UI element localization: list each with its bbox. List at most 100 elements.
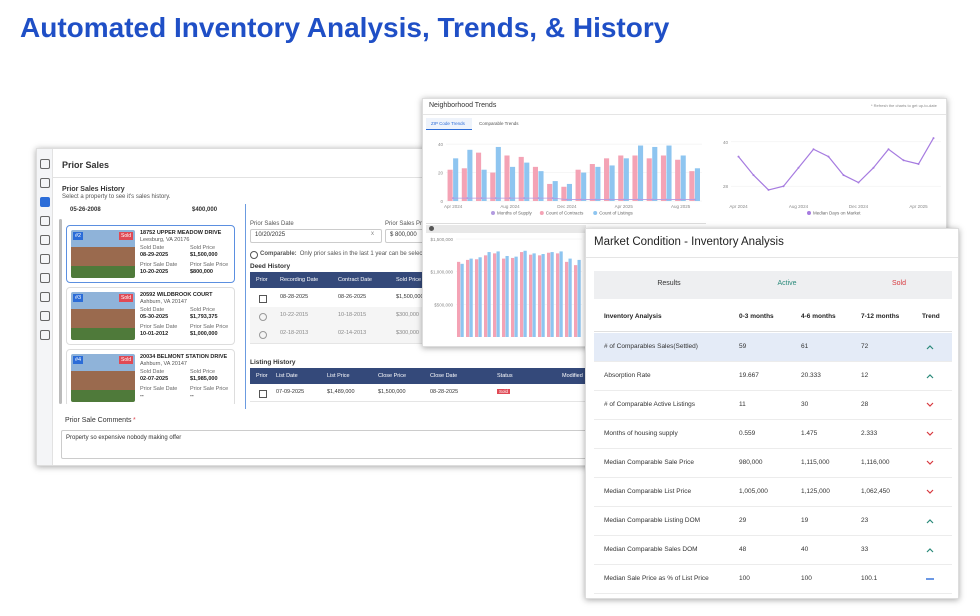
table-row (594, 536, 952, 565)
bar (537, 255, 542, 337)
column-header: Trend (922, 313, 940, 320)
point (665, 198, 668, 201)
disabled-icon (259, 331, 267, 339)
legend-label: Count of Listings (599, 211, 633, 216)
field-label: Sold Price (190, 307, 216, 313)
field-value: $1,793,375 (190, 314, 218, 320)
point (608, 198, 611, 201)
sidebar-icon[interactable] (40, 235, 50, 245)
sidebar-icon[interactable] (40, 311, 50, 321)
bar (694, 168, 700, 201)
trend-icon (926, 548, 934, 553)
tab[interactable]: Active (777, 280, 797, 287)
point (523, 197, 526, 200)
table-row (594, 333, 952, 362)
field-label: Sold Date (140, 307, 165, 313)
trend-icon (926, 489, 934, 494)
row-label: Median Comparable Sale Price (604, 459, 694, 466)
cell: 19.667 (739, 372, 759, 379)
cell: 10-22-2015 (280, 312, 309, 318)
point (767, 188, 770, 191)
cell: 48 (739, 546, 747, 553)
cell: 20.333 (801, 372, 821, 379)
y-tick-label: $1,500,000 (430, 237, 453, 242)
bar (447, 169, 453, 201)
point (452, 197, 455, 200)
y-tick-label: 0 (440, 199, 443, 204)
table-row (594, 478, 952, 507)
field-label: Sold Price (190, 369, 216, 375)
bar (538, 171, 544, 201)
bar (505, 255, 509, 337)
cell: 0.559 (739, 430, 756, 437)
disabled-icon (259, 313, 267, 321)
cell: $1,500,000 (396, 294, 424, 300)
bar (532, 253, 536, 337)
legend-label: Months of Supply (497, 211, 533, 216)
sidebar-icon[interactable] (40, 292, 50, 302)
comments-box: Property so expensive nobody making offe… (61, 430, 603, 459)
sidebar-icon[interactable] (40, 159, 50, 169)
trend-down (926, 402, 934, 407)
sidebar-icon[interactable] (40, 330, 50, 340)
cell: 100.1 (861, 575, 878, 582)
sidebar-icon[interactable] (40, 216, 50, 226)
property-card[interactable]: #2 Sold 18752 UPPER MEADOW DRIVE Leesburg, … (66, 225, 235, 283)
point (932, 137, 935, 140)
sidebar-icon[interactable] (40, 254, 50, 264)
row-label: # of Comparable Active Listings (604, 401, 696, 408)
note-label: Comparable: (260, 251, 297, 257)
field-value: $800,000 (190, 269, 213, 275)
bar (519, 252, 524, 337)
bar (476, 152, 482, 201)
trend-up (926, 345, 934, 350)
date-input[interactable]: 10/20/2025 x (250, 229, 382, 243)
y-tick-label: 28 (723, 184, 729, 189)
field-label: Prior Sale Date (140, 386, 178, 392)
note-text: Only prior sales in the last 1 year can … (299, 251, 431, 257)
bar (589, 164, 595, 201)
bar (465, 259, 470, 337)
legend-swatch (491, 211, 495, 215)
cell: 40 (801, 546, 809, 553)
tab[interactable]: Sold (891, 280, 906, 287)
sidebar-icon[interactable] (40, 197, 50, 207)
tab[interactable]: Comparable Trends (474, 118, 520, 129)
tab[interactable]: ZIP Code Trends (426, 118, 472, 130)
address: 20034 BELMONT STATION DRIVE (140, 354, 228, 360)
checkbox[interactable] (259, 390, 267, 398)
bar (453, 158, 459, 201)
chart: 0 20 40 Apr 2024 Aug 2024 Dec 2024 Apr 2025 Aug… (438, 142, 702, 216)
table-header (250, 368, 607, 384)
chart-divider (426, 223, 706, 224)
bar (575, 169, 581, 201)
bar (550, 252, 554, 337)
trend-icon (926, 460, 934, 465)
x-tick-label: Dec 2024 (557, 204, 577, 209)
column-header: Prior (256, 277, 268, 283)
bar (528, 254, 533, 337)
sidebar-icon[interactable] (40, 178, 50, 188)
bar (618, 155, 624, 201)
field-label: Sold Date (140, 369, 165, 375)
trend-down (926, 431, 934, 436)
point (842, 174, 845, 177)
point (887, 148, 890, 151)
sidebar-icon[interactable] (40, 273, 50, 283)
panel-title: Prior Sales (62, 160, 110, 170)
bar (469, 258, 473, 337)
property-card[interactable]: #4 Sold 20034 BELMONT STATION DRIVE Ashburn… (66, 349, 235, 404)
bar (638, 145, 644, 201)
property-card[interactable]: #3 Sold 20592 WILDBROOK COURT Ashburn, VA 2… (66, 287, 235, 345)
x-tick-label: Dec 2024 (849, 204, 869, 209)
cell: 100 (739, 575, 750, 582)
column-header: Prior (256, 373, 268, 379)
bar (660, 155, 667, 201)
point (622, 198, 625, 201)
input-value: $ 800,000 (390, 232, 417, 238)
checkbox[interactable] (259, 295, 267, 303)
tab[interactable]: Results (657, 280, 681, 287)
table-row (594, 391, 952, 420)
tab-label: Comparable Trends (479, 121, 519, 126)
property-photo: #3 Sold (71, 292, 135, 340)
